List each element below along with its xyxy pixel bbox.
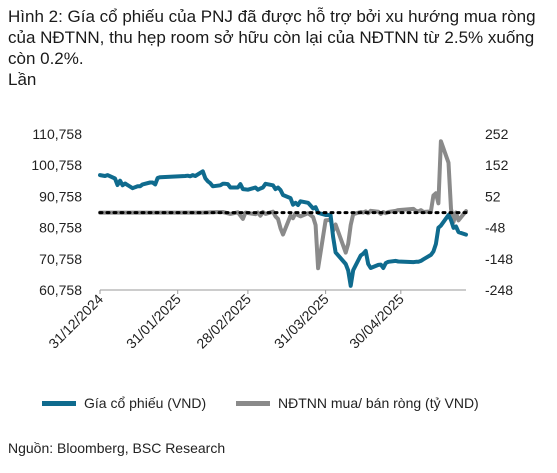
- right-axis-tick-label: 52: [485, 188, 501, 204]
- legend-item-price: Gía cổ phiếu (VND): [42, 395, 206, 411]
- x-axis-tick-label: 31/03/2025: [271, 291, 332, 352]
- x-axis-tick-label: 31/12/2024: [45, 291, 106, 352]
- net-foreign-flow-line: [98, 139, 468, 271]
- right-axis: -248 -148 -48 52 152 252: [485, 126, 513, 298]
- x-axis-tick-label: 30/04/2025: [346, 291, 407, 352]
- right-axis-tick-label: -148: [485, 251, 513, 267]
- legend-swatch-price: [42, 400, 76, 406]
- left-axis-tick-label: 110,758: [32, 126, 82, 142]
- chart-legend: Gía cổ phiếu (VND) NĐTNN mua/ bán ròng (…: [0, 395, 557, 415]
- right-axis-tick-label: -248: [485, 282, 513, 298]
- left-axis: 60,758 70,758 80,758 90,758 100,758 110,758: [31, 126, 82, 298]
- chart-canvas: 60,758 70,758 80,758 90,758 100,758 110,758 -…: [31, 126, 513, 352]
- legend-label-price: Gía cổ phiếu (VND): [84, 395, 207, 411]
- left-axis-tick-label: 90,758: [39, 188, 82, 204]
- legend-swatch-flow: [236, 400, 270, 406]
- left-axis-tick-label: 70,758: [39, 251, 82, 267]
- left-axis-tick-label: 80,758: [39, 220, 82, 236]
- legend-item-flow: NĐTNN mua/ bán ròng (tỷ VND): [236, 395, 479, 411]
- x-axis-tick-label: 28/02/2025: [193, 291, 254, 352]
- x-axis: 31/12/2024 31/01/2025 28/02/2025 31/03/2025…: [45, 290, 407, 352]
- source-note: Nguồn: Bloomberg, BSC Research: [8, 440, 226, 456]
- left-axis-tick-label: 60,758: [39, 282, 82, 298]
- left-axis-tick-label: 100,758: [31, 157, 82, 173]
- legend-label-flow: NĐTNN mua/ bán ròng (tỷ VND): [278, 395, 479, 411]
- chart-title: Hình 2: Gía cổ phiếu của PNJ đã được hỗ …: [8, 7, 536, 68]
- right-axis-tick-label: 252: [485, 126, 509, 142]
- unit-label: Lần: [8, 70, 37, 89]
- x-axis-tick-label: 31/01/2025: [123, 291, 184, 352]
- stock-price-line: [98, 169, 468, 288]
- right-axis-tick-label: 152: [485, 157, 509, 173]
- right-axis-tick-label: -48: [485, 220, 505, 236]
